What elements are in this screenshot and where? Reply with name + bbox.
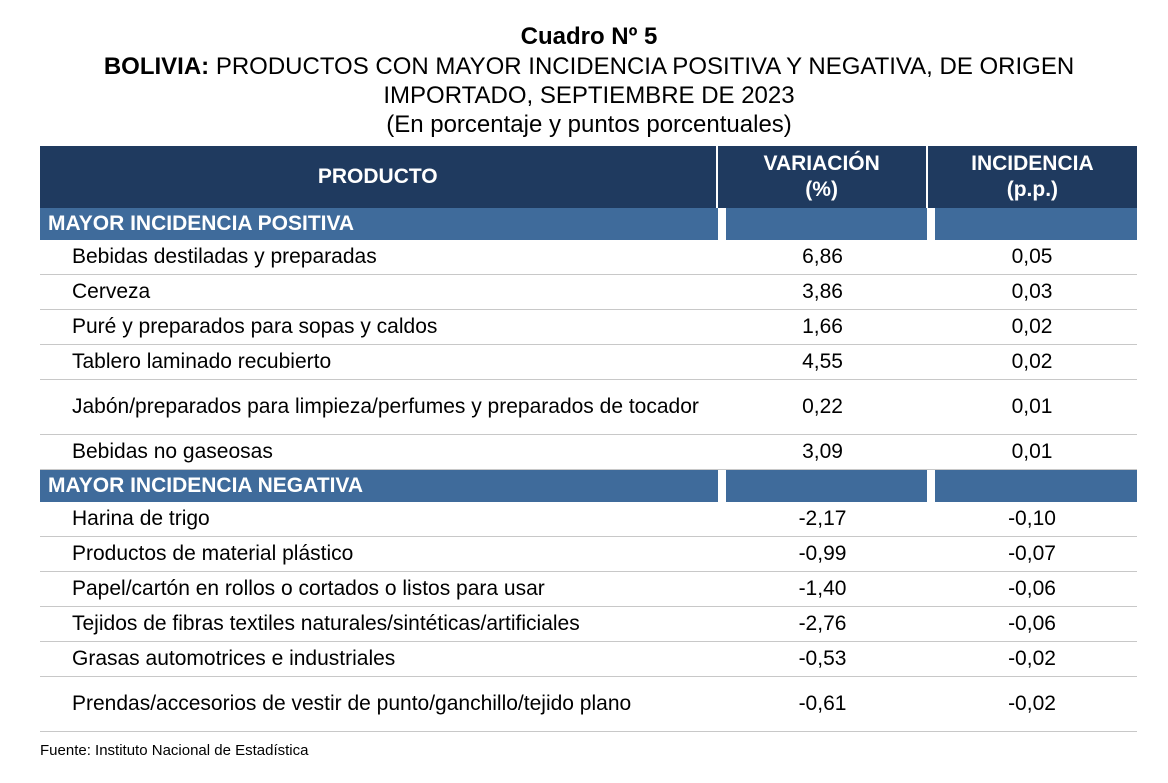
row-product: Cerveza [72, 280, 151, 303]
row-product: Prendas/accesorios de vestir de punto/ga… [72, 692, 632, 715]
row-variation: -0,61 [798, 692, 847, 715]
row-incidence: -0,10 [1008, 507, 1056, 530]
source-note: Fuente: Instituto Nacional de Estadístic… [40, 742, 309, 759]
row-incidence: 0,03 [1011, 280, 1053, 303]
header-variation: VARIACIÓN (%) [715, 146, 926, 208]
row-variation: 6,86 [802, 245, 843, 268]
table-row: Tablero laminado recubierto 4,55 0,02 [40, 345, 1137, 380]
row-product: Puré y preparados para sopas y caldos [72, 315, 438, 338]
row-product: Tablero laminado recubierto [72, 350, 332, 373]
table-row: Cerveza 3,86 0,03 [40, 275, 1137, 310]
table-units: (En porcentaje y puntos porcentuales) [386, 111, 792, 138]
row-incidence: 0,02 [1011, 350, 1053, 373]
row-variation: -0,99 [798, 542, 847, 565]
row-product: Papel/cartón en rollos o cortados o list… [72, 577, 545, 600]
header-variation-label: VARIACIÓN [763, 152, 880, 175]
header-product: PRODUCTO [317, 165, 438, 188]
table-row: Grasas automotrices e industriales -0,53… [40, 642, 1137, 677]
title-line1: PRODUCTOS CON MAYOR INCIDENCIA POSITIVA … [215, 53, 1075, 80]
table-row: Papel/cartón en rollos o cortados o list… [40, 572, 1137, 607]
header-incidence-unit: (p.p.) [1006, 178, 1059, 201]
row-incidence: 0,01 [1011, 440, 1053, 463]
row-incidence: 0,01 [1011, 395, 1053, 418]
row-incidence: -0,06 [1008, 612, 1056, 635]
row-incidence: -0,07 [1008, 542, 1056, 565]
row-product: Harina de trigo [72, 507, 210, 530]
section-positive: MAYOR INCIDENCIA POSITIVA [40, 208, 1137, 240]
table-row: Tejidos de fibras textiles naturales/sin… [40, 607, 1137, 642]
row-variation: -0,53 [798, 647, 847, 670]
row-variation: 3,09 [802, 440, 843, 463]
table-row: Puré y preparados para sopas y caldos 1,… [40, 310, 1137, 345]
header-variation-unit: (%) [805, 178, 838, 201]
row-product: Bebidas destiladas y preparadas [72, 245, 377, 268]
row-product: Jabón/preparados para limpieza/perfumes … [72, 395, 699, 418]
row-incidence: -0,02 [1008, 692, 1056, 715]
title-country: BOLIVIA: [103, 53, 210, 80]
row-incidence: 0,02 [1011, 315, 1053, 338]
table-row: Jabón/preparados para limpieza/perfumes … [40, 380, 1137, 435]
table-number: Cuadro Nº 5 [520, 23, 658, 50]
table-header: PRODUCTO VARIACIÓN (%) INCIDENCIA (p.p.) [40, 146, 1137, 208]
row-product: Tejidos de fibras textiles naturales/sin… [72, 612, 580, 635]
row-variation: -1,40 [798, 577, 847, 600]
row-incidence: 0,05 [1011, 245, 1053, 268]
section-positive-label: MAYOR INCIDENCIA POSITIVA [48, 212, 355, 235]
section-negative: MAYOR INCIDENCIA NEGATIVA [40, 470, 1137, 502]
row-product: Bebidas no gaseosas [72, 440, 273, 463]
table-row: Bebidas no gaseosas 3,09 0,01 [40, 435, 1137, 470]
row-variation: 4,55 [802, 350, 843, 373]
table-title: BOLIVIA: PRODUCTOS CON MAYOR INCIDENCIA … [0, 52, 1168, 81]
table-row: Harina de trigo -2,17 -0,10 [40, 502, 1137, 537]
row-product: Grasas automotrices e industriales [72, 647, 396, 670]
row-incidence: -0,06 [1008, 577, 1056, 600]
row-variation: 1,66 [802, 315, 843, 338]
row-variation: -2,76 [798, 612, 847, 635]
row-incidence: -0,02 [1008, 647, 1056, 670]
table-row: Bebidas destiladas y preparadas 6,86 0,0… [40, 240, 1137, 275]
table-row: Productos de material plástico -0,99 -0,… [40, 537, 1137, 572]
table-row: Prendas/accesorios de vestir de punto/ga… [40, 677, 1137, 732]
header-incidence-label: INCIDENCIA [971, 152, 1094, 175]
incidence-table: PRODUCTO VARIACIÓN (%) INCIDENCIA (p.p.)… [40, 146, 1137, 732]
header-incidence: INCIDENCIA (p.p.) [925, 146, 1137, 208]
title-line2: IMPORTADO, SEPTIEMBRE DE 2023 [383, 82, 795, 109]
row-product: Productos de material plástico [72, 542, 354, 565]
table-caption: Cuadro Nº 5 BOLIVIA: PRODUCTOS CON MAYOR… [0, 22, 1168, 140]
row-variation: -2,17 [798, 507, 847, 530]
row-variation: 0,22 [802, 395, 843, 418]
row-variation: 3,86 [802, 280, 843, 303]
section-negative-label: MAYOR INCIDENCIA NEGATIVA [48, 474, 364, 497]
